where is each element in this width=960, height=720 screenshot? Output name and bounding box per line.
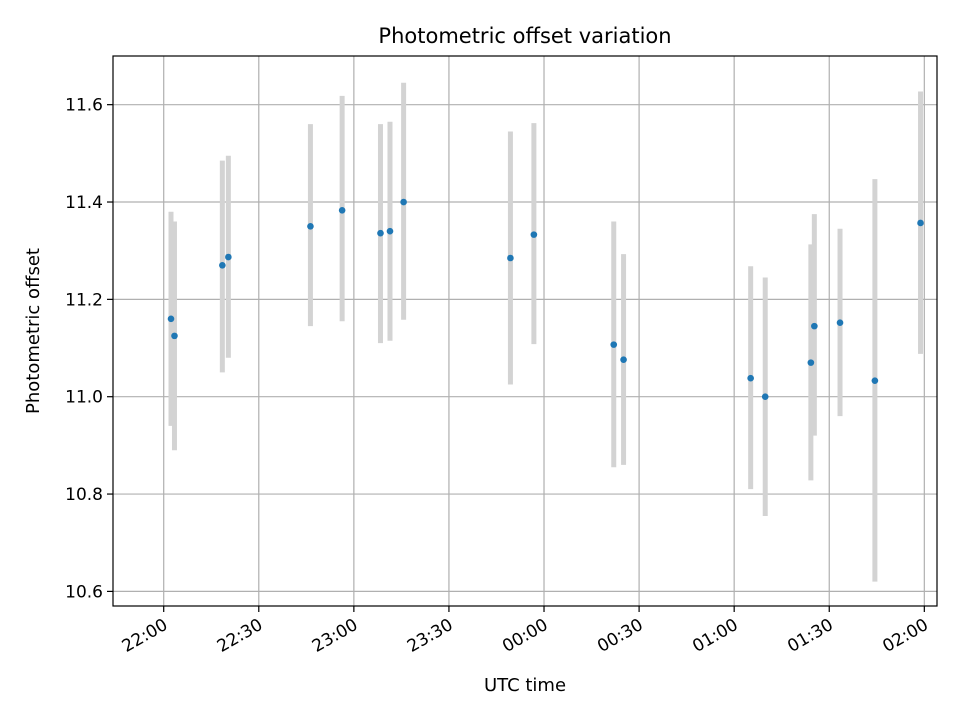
y-tick-label: 10.6: [65, 582, 103, 602]
data-point: [338, 206, 346, 214]
data-point: [917, 219, 924, 227]
data-point: [747, 374, 754, 382]
data-point: [811, 322, 818, 330]
data-point: [620, 356, 627, 364]
y-tick-label: 11.4: [65, 193, 103, 213]
data-point: [167, 315, 175, 323]
data-points: [167, 198, 924, 401]
data-point: [871, 377, 879, 384]
data-point: [307, 223, 314, 230]
data-point: [836, 319, 844, 327]
y-tick-label: 11.6: [65, 96, 103, 116]
y-axis-title: Photometric offset: [23, 248, 44, 414]
data-point: [171, 332, 178, 340]
data-point: [219, 261, 226, 269]
data-point: [377, 229, 384, 237]
data-point: [507, 254, 514, 262]
data-point: [225, 253, 232, 261]
grid-lines: [113, 56, 937, 606]
data-point: [386, 227, 394, 235]
y-tick-label: 10.8: [65, 485, 103, 505]
plot-frame: [112, 55, 938, 607]
data-point: [807, 359, 815, 366]
data-point: [400, 198, 407, 206]
x-axis-title: UTC time: [484, 675, 566, 696]
y-tick-label: 11.2: [65, 290, 103, 310]
data-point: [761, 393, 769, 401]
chart-title: Photometric offset variation: [378, 24, 671, 48]
data-point: [610, 341, 618, 348]
y-tick-label: 11.0: [65, 388, 103, 408]
data-point: [530, 231, 538, 238]
